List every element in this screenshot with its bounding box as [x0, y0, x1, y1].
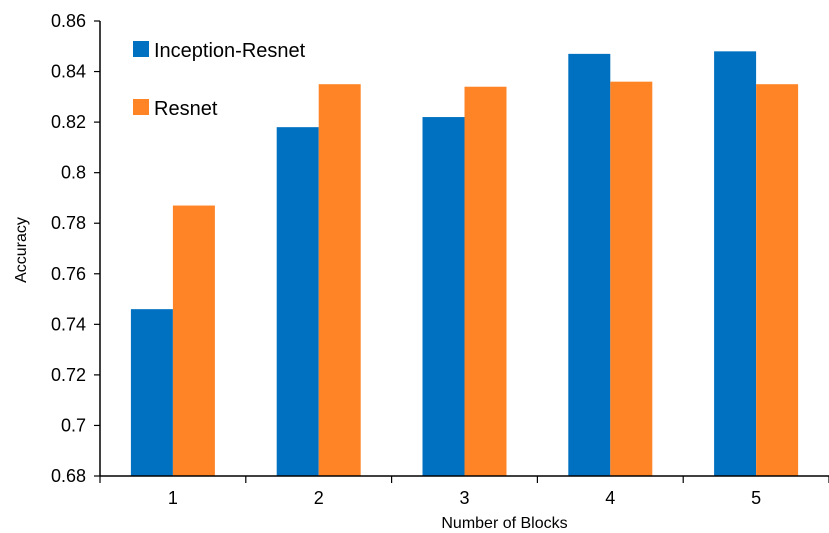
legend-label: Inception-Resnet [154, 40, 306, 62]
y-tick-label: 0.68 [51, 466, 86, 486]
x-tick-label: 4 [605, 488, 615, 508]
y-axis-title: Accuracy [13, 217, 30, 283]
bars [130, 51, 799, 477]
y-tick-label: 0.76 [51, 264, 86, 284]
y-tick-label: 0.78 [51, 213, 86, 233]
bar-resnet-2 [318, 84, 361, 476]
bar-resnet-1 [172, 205, 215, 476]
y-tick-label: 0.7 [61, 415, 86, 435]
bar-inception-resnet-2 [276, 127, 319, 477]
legend-swatch [133, 99, 149, 115]
bar-resnet-4 [610, 81, 653, 477]
x-tick-label: 1 [168, 488, 178, 508]
x-tick-label: 3 [459, 488, 469, 508]
y-tick-label: 0.84 [51, 62, 86, 82]
bar-inception-resnet-1 [130, 309, 173, 476]
legend: Inception-Resnet Resnet [133, 40, 306, 120]
bar-resnet-5 [756, 84, 799, 476]
x-tick-label: 2 [314, 488, 324, 508]
bar-resnet-3 [464, 86, 507, 476]
bar-inception-resnet-5 [714, 51, 757, 476]
y-tick-label: 0.82 [51, 112, 86, 132]
x-tick-label: 5 [751, 488, 761, 508]
y-tick-label: 0.74 [51, 314, 86, 334]
bar-inception-resnet-4 [568, 53, 611, 476]
y-tick-label: 0.8 [61, 163, 86, 183]
y-tick-label: 0.86 [51, 11, 86, 31]
x-axis-ticks: 1 2 3 4 5 [99, 476, 829, 508]
y-axis-ticks: 0.68 0.7 0.72 0.74 0.76 0.78 0.8 0.82 0.84 0.86 [51, 11, 100, 486]
bar-inception-resnet-3 [422, 117, 465, 477]
x-axis-title: Number of Blocks [441, 515, 567, 532]
legend-label: Resnet [154, 98, 218, 120]
y-tick-label: 0.72 [51, 365, 86, 385]
legend-swatch [133, 41, 149, 57]
